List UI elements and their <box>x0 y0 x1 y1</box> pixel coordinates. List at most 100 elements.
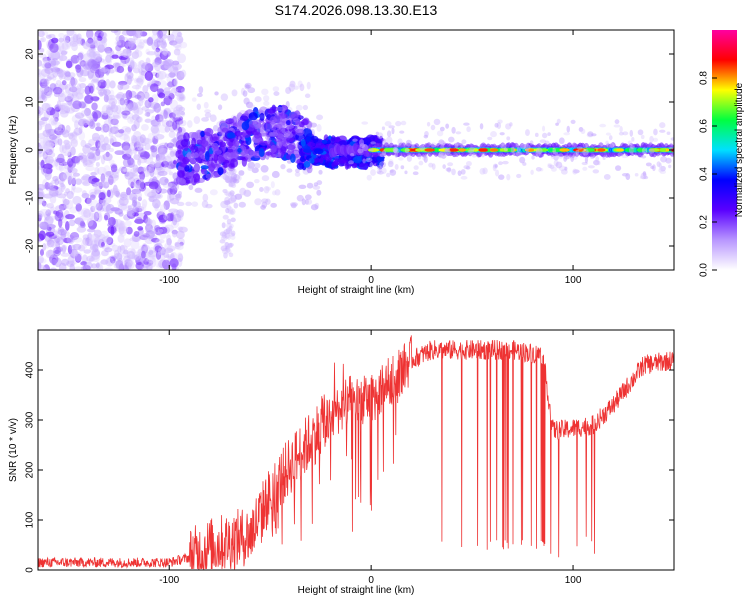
spectrogram-cell <box>154 62 162 72</box>
spectrogram-cell <box>547 132 551 137</box>
spectrogram-cell <box>131 188 142 195</box>
spectrogram-cell <box>86 255 95 262</box>
spectrogram-cell <box>48 128 56 136</box>
spectrogram-cell <box>118 80 128 86</box>
spectrogram-cell <box>103 119 112 127</box>
spectrogram-cell <box>191 97 197 102</box>
spectrogram-cell <box>152 198 161 209</box>
spectrogram-cell <box>228 225 233 232</box>
spectrogram-cell <box>71 177 77 187</box>
spectrogram-y-tick-label: -20 <box>25 238 36 253</box>
spectrogram-cell <box>164 58 175 67</box>
spectrogram-cell <box>261 201 268 208</box>
spectrogram-cell <box>158 226 168 235</box>
spectrogram-cell <box>173 106 181 115</box>
spectrogram-cell <box>116 252 123 262</box>
spectrogram-cell <box>221 127 229 133</box>
spectrogram-cell <box>217 104 223 111</box>
spectrogram-cell <box>645 162 652 167</box>
spectrogram-cell <box>69 40 78 47</box>
spectrogram-cell <box>564 166 568 171</box>
spectrogram-cell <box>93 33 98 44</box>
spectrogram-cell <box>75 92 84 100</box>
spectrogram-cell <box>82 144 91 154</box>
spectrogram-cell <box>92 255 100 263</box>
spectrogram-cell <box>131 114 140 121</box>
spectrogram-cell <box>81 190 87 197</box>
spectrogram-cell <box>609 143 615 149</box>
spectrogram-cell <box>395 120 402 127</box>
spectrogram-cell <box>133 77 139 84</box>
spectrogram-cell <box>433 118 441 126</box>
spectrogram-cell <box>52 86 63 95</box>
spectrogram-cell <box>398 157 404 161</box>
spectrogram-cell <box>385 136 393 144</box>
spectrogram-cell <box>212 149 222 155</box>
spectrogram-cell <box>76 33 82 40</box>
spectrogram-cell <box>45 139 55 148</box>
spectrogram-cell <box>84 197 92 204</box>
spectrogram-cell <box>143 91 150 99</box>
spectrogram-cell <box>38 124 43 131</box>
spectrogram-cell <box>91 132 100 142</box>
spectrogram-cell <box>430 124 436 131</box>
spectrogram-cell <box>570 119 576 124</box>
spectrogram-cell <box>99 86 108 96</box>
spectrogram-cell <box>104 247 113 253</box>
spectrogram-cell <box>259 187 264 193</box>
spectrogram-cell <box>162 91 173 96</box>
spectrogram-cell <box>176 93 186 102</box>
spectrogram-cell <box>46 226 52 231</box>
spectrogram-cell <box>226 222 232 229</box>
spectrogram-cell <box>237 175 242 181</box>
spectrogram-cell <box>369 161 374 169</box>
spectrogram-cell <box>178 92 185 98</box>
spectrogram-cell <box>100 241 105 248</box>
spectrogram-cell <box>391 127 395 135</box>
spectrogram-cell <box>133 130 142 141</box>
spectrogram-cell <box>114 30 121 36</box>
spectrogram-cell <box>169 149 178 157</box>
spectrogram-cell <box>134 94 142 99</box>
spectrogram-cell <box>154 57 162 65</box>
spectrogram-cell <box>613 124 621 128</box>
spectrogram-cell <box>133 105 140 115</box>
spectrogram-cell <box>172 217 178 226</box>
spectrogram-cell <box>124 41 132 47</box>
spectrogram-cell <box>166 153 175 159</box>
spectrogram-cell <box>82 42 90 49</box>
spectrogram-cell <box>313 182 318 187</box>
spectrogram-cell <box>71 131 78 140</box>
spectrogram-cell <box>66 98 73 106</box>
spectrogram-cell <box>109 126 120 134</box>
spectrogram-cell <box>157 92 166 99</box>
snr-x-tick-label: -100 <box>159 575 179 586</box>
spectrogram-cell <box>198 86 204 94</box>
spectrogram-cell <box>87 232 93 241</box>
spectrogram-cell <box>144 112 151 117</box>
spectrogram-cell <box>139 171 146 181</box>
spectrogram-cell <box>61 144 68 154</box>
spectrogram-cell <box>61 151 71 156</box>
spectrogram-cell <box>222 247 229 255</box>
spectrogram-cell <box>81 110 87 117</box>
spectrogram-cell <box>267 108 276 114</box>
spectrogram-cell <box>203 160 210 165</box>
spectrogram-cell <box>87 220 98 230</box>
spectrogram-cell <box>58 162 64 172</box>
spectrogram-cell <box>531 155 535 160</box>
spectrogram-cell <box>111 190 117 196</box>
spectrogram-cell <box>85 261 93 270</box>
spectrogram-cell <box>171 229 178 235</box>
spectrogram-cell <box>51 37 59 44</box>
spectrogram-cell <box>126 187 132 196</box>
spectrogram-cell <box>563 154 570 160</box>
spectrogram-cell <box>136 140 143 151</box>
spectrogram-cell <box>100 31 107 38</box>
spectrogram-cell <box>65 125 71 134</box>
spectrogram-cell <box>178 116 184 122</box>
spectrogram-cell <box>670 137 674 141</box>
spectrogram-cell <box>144 188 151 197</box>
spectrogram-cell <box>136 207 143 213</box>
